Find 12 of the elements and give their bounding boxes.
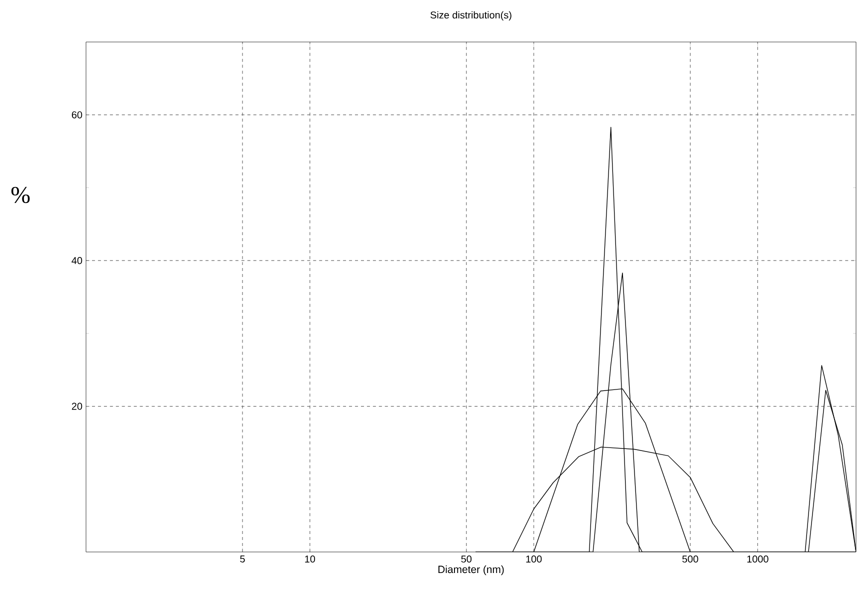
- x-tick-label: 10: [305, 556, 316, 563]
- x-axis-title: Diameter (nm): [438, 565, 504, 576]
- x-tick-label: 1000: [747, 556, 768, 563]
- y-tick-label: 40: [72, 257, 82, 264]
- y-axis-title: %: [11, 186, 30, 204]
- x-tick-label: 5: [240, 556, 245, 562]
- y-tick-label: 60: [72, 111, 82, 118]
- x-tick-label: 100: [526, 556, 542, 563]
- chart-title: Size distribution(s): [430, 11, 512, 20]
- x-tick-label: 50: [461, 556, 472, 563]
- y-tick-label: 20: [72, 402, 82, 410]
- x-tick-label: 500: [682, 556, 698, 563]
